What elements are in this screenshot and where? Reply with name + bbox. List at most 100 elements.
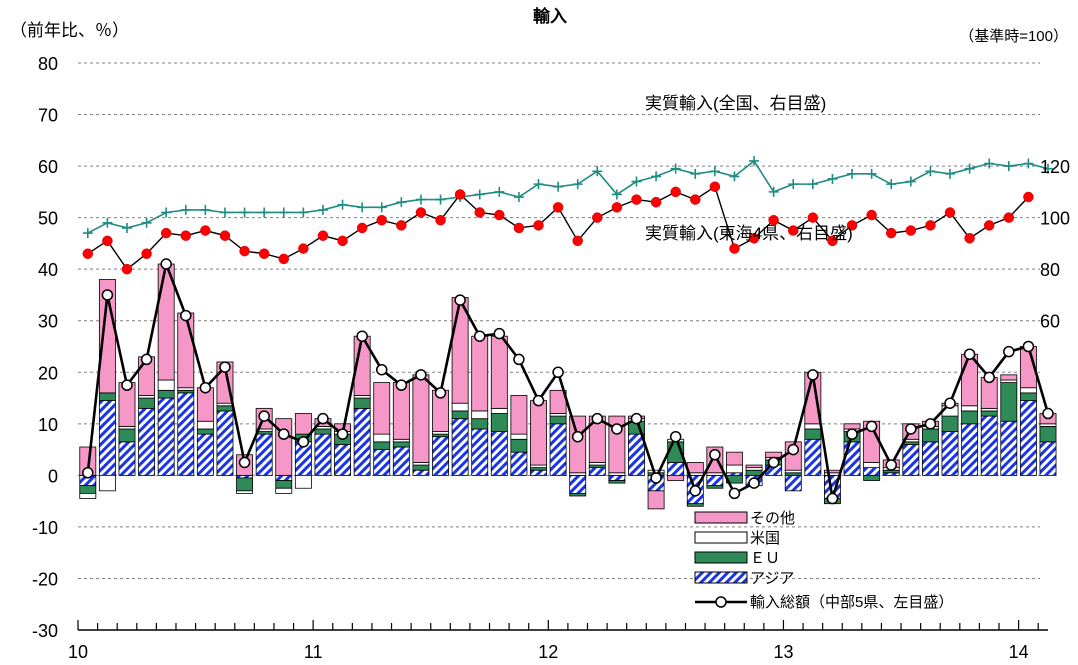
series-marker-total xyxy=(199,381,212,394)
series-marker-nation xyxy=(611,189,622,200)
bar-segment-asia xyxy=(196,433,214,476)
bar-segment-asia xyxy=(451,418,469,476)
bar-segment-eu xyxy=(118,428,136,443)
y-right-tick-label: 120 xyxy=(1040,157,1070,177)
bar-segment-eu xyxy=(451,410,469,420)
bar-segment-eu xyxy=(706,485,724,489)
series-marker-tokai xyxy=(278,253,290,265)
series-marker-total xyxy=(630,412,643,425)
bar-segment-other xyxy=(726,451,743,466)
series-marker-tokai xyxy=(925,220,936,231)
series-marker-tokai xyxy=(631,194,642,205)
legend-label-eu: ＥＵ xyxy=(750,550,780,567)
bar-segment-asia xyxy=(1019,400,1037,476)
series-marker-nation xyxy=(278,207,289,218)
series-line-tokai xyxy=(87,185,1029,271)
series-marker-total xyxy=(532,394,545,407)
series-marker-tokai xyxy=(807,212,819,223)
series-marker-tokai xyxy=(670,186,681,198)
bar-segment-eu xyxy=(373,441,391,450)
series-marker-tokai xyxy=(533,220,544,231)
series-marker-tokai xyxy=(729,243,740,254)
series-marker-tokai xyxy=(337,235,348,247)
bar-segment-eu xyxy=(745,469,763,476)
series-marker-tokai xyxy=(180,230,192,241)
bar-segment-other xyxy=(490,335,508,409)
series-marker-total xyxy=(258,410,270,422)
series-marker-nation xyxy=(1003,161,1014,172)
series-marker-nation xyxy=(709,166,720,177)
series-marker-total xyxy=(1003,345,1015,358)
series-marker-tokai xyxy=(141,248,152,259)
series-marker-tokai xyxy=(102,235,113,247)
series-marker-total xyxy=(728,487,741,500)
bar-segment-eu xyxy=(314,428,332,435)
bar-segment-eu xyxy=(510,438,528,453)
series-marker-total xyxy=(415,369,427,381)
bar-segment-usa xyxy=(79,493,97,499)
lines xyxy=(82,155,1054,505)
bar-segment-eu xyxy=(1039,425,1057,443)
series-marker-nation xyxy=(180,204,191,215)
bar-segment-other xyxy=(1000,374,1018,381)
bar-segment-usa xyxy=(863,462,881,469)
bar-segment-other xyxy=(686,462,704,474)
series-marker-total xyxy=(513,353,525,366)
legend-label-other: その他 xyxy=(750,510,795,527)
series-marker-tokai xyxy=(376,214,387,226)
legend: その他 米国 ＥＵ アジア 輸入総額（中部5県、左目盛） xyxy=(694,510,953,611)
series-marker-total xyxy=(317,412,329,425)
series-marker-nation xyxy=(1043,163,1053,174)
bar-segment-eu xyxy=(686,503,704,507)
series-marker-total xyxy=(807,369,819,381)
series-marker-total xyxy=(160,258,172,270)
y-left-tick-label: 80 xyxy=(38,54,58,74)
bar-segment-eu xyxy=(1000,382,1018,422)
series-marker-total xyxy=(689,485,702,497)
bar-segment-eu xyxy=(98,392,116,402)
bar-segment-eu xyxy=(79,485,97,494)
series-marker-nation xyxy=(298,207,309,218)
bar-segment-other xyxy=(843,423,861,430)
series-marker-nation xyxy=(886,179,897,190)
series-marker-tokai xyxy=(474,207,485,218)
bar-segment-usa xyxy=(294,474,312,489)
bar-segment-asia xyxy=(216,410,234,476)
y-left-tick-label: -10 xyxy=(32,518,58,538)
chart-title: 輸入 xyxy=(533,6,567,26)
y-left-tick-label: 10 xyxy=(38,415,58,435)
series-marker-total xyxy=(748,477,760,489)
bar-segment-eu xyxy=(275,480,293,489)
series-marker-total xyxy=(121,379,133,391)
series-marker-nation xyxy=(631,176,642,187)
bar-segment-other xyxy=(765,451,783,458)
bar-segment-usa xyxy=(275,487,293,494)
bar-segment-eu xyxy=(490,413,508,432)
series-marker-nation xyxy=(141,217,152,228)
bar-segment-usa xyxy=(726,464,743,474)
series-marker-nation xyxy=(670,163,681,174)
series-marker-total xyxy=(650,472,662,484)
bar-segment-asia xyxy=(921,441,939,476)
series-marker-tokai xyxy=(944,207,956,218)
series-marker-tokai xyxy=(846,220,858,231)
bar-segment-eu xyxy=(157,389,175,399)
bar-segment-asia xyxy=(255,433,273,476)
series-marker-total xyxy=(826,492,839,505)
series-marker-tokai xyxy=(415,207,427,218)
legend-swatch-asia xyxy=(694,571,748,584)
series-marker-tokai xyxy=(709,181,721,192)
y-right-tick-label: 80 xyxy=(1040,260,1060,280)
series-marker-tokai xyxy=(239,245,250,257)
bar-segment-eu xyxy=(549,415,567,425)
legend-label-usa: 米国 xyxy=(750,530,780,547)
series-marker-nation xyxy=(925,166,936,177)
bar-segment-usa xyxy=(196,420,214,430)
bar-segment-asia xyxy=(608,474,626,481)
series-marker-nation xyxy=(259,207,270,218)
series-marker-tokai xyxy=(454,189,466,200)
left-axis-unit: （前年比、％） xyxy=(10,21,129,40)
bar-segment-eu xyxy=(569,493,587,497)
bar-segment-asia xyxy=(588,467,606,476)
